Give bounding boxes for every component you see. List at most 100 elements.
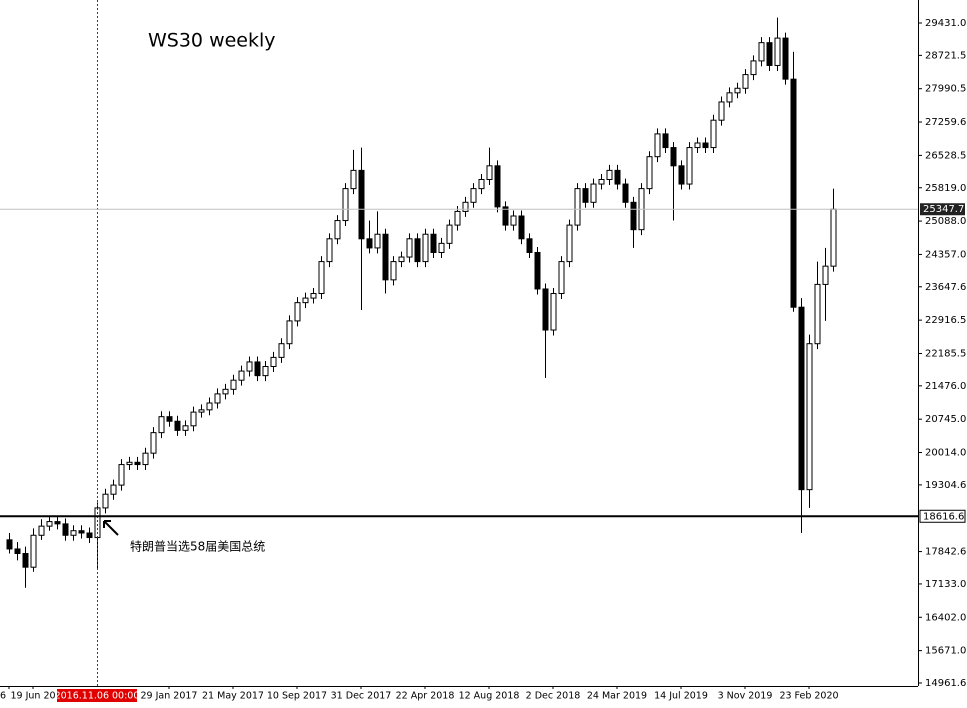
candle-body (478, 178, 485, 190)
candle-body (126, 461, 133, 466)
candle-body (278, 343, 285, 358)
candle-body (662, 133, 669, 149)
candle-body (22, 553, 29, 568)
x-tick-label: 14 Jul 2019 (654, 691, 708, 702)
candle-body (830, 208, 837, 267)
candle-body (342, 188, 349, 222)
candle-body (822, 265, 829, 285)
candle-body (534, 251, 541, 290)
y-tick-label: 19304.6 (925, 480, 966, 491)
candle-body (374, 233, 381, 249)
candle-body (438, 242, 445, 253)
candle-body (262, 366, 269, 377)
candle-body (654, 133, 661, 158)
candle-body (710, 119, 717, 149)
candle-body (582, 188, 589, 203)
x-tick-label: 2 Dec 2018 (526, 691, 581, 702)
y-tick-label: 14961.6 (925, 678, 966, 689)
candle-body (422, 233, 429, 263)
candle-body (678, 165, 685, 185)
candle-body (62, 523, 69, 536)
candle-body (790, 78, 797, 308)
candle-body (302, 297, 309, 304)
y-tick-label: 20745.0 (925, 414, 966, 425)
candle-body (518, 215, 525, 240)
candle-body (806, 343, 813, 491)
candle-body (286, 320, 293, 345)
candle-body (750, 60, 757, 76)
y-tick-label: 27259.6 (925, 117, 966, 128)
y-tick-label: 15671.0 (925, 646, 966, 657)
candle-body (150, 432, 157, 454)
y-tick-label: 20014.0 (925, 448, 966, 459)
x-tick-label: 21 May 2017 (202, 691, 264, 702)
y-tick-label: 16402.0 (925, 612, 966, 623)
candle-body (214, 393, 221, 404)
current-price-box (920, 203, 965, 216)
x-tick-label: 23 Feb 2020 (779, 691, 838, 702)
candle-body (390, 261, 397, 281)
y-tick-label: 17842.6 (925, 547, 966, 558)
candle-body (334, 220, 341, 240)
candle-body (294, 302, 301, 322)
candle-body (590, 183, 597, 203)
candle-body (566, 224, 573, 263)
candle-body (238, 370, 245, 381)
x-tick-label: 24 Mar 2019 (587, 691, 647, 702)
y-tick-label: 25819.0 (925, 183, 966, 194)
candle-body (686, 147, 693, 185)
level-label: 18616.6 (923, 511, 964, 522)
candle-body (174, 420, 181, 431)
y-tick-label: 26528.5 (925, 150, 966, 161)
candle-body (526, 238, 533, 253)
candle-body (398, 256, 405, 263)
candle-body (414, 238, 421, 263)
x-tick-label: 2016.11.06 00:00 (55, 691, 140, 702)
annotation: 特朗普当选58届美国总统 (130, 539, 265, 554)
crosshair-label-box (57, 689, 137, 702)
x-tick-label: 22 Apr 2018 (396, 691, 455, 702)
candle-body (814, 283, 821, 345)
candle-body (54, 521, 61, 525)
candle-body (606, 169, 613, 180)
candle-body (118, 464, 125, 486)
current-price-label: 25347.7 (923, 204, 964, 215)
candle-body (630, 201, 637, 231)
y-tick-label: 23647.6 (925, 282, 966, 293)
candle-body (222, 388, 229, 395)
candle-body (782, 37, 789, 80)
candle-body (182, 425, 189, 431)
candle-body (142, 452, 149, 466)
y-tick-label: 17133.0 (925, 579, 966, 590)
candle-body (694, 142, 701, 149)
candle-body (206, 402, 213, 411)
candle-body (766, 42, 773, 66)
candle-body (102, 493, 109, 509)
candle-body (742, 74, 749, 89)
candle-body (502, 206, 509, 226)
candle-body (558, 261, 565, 295)
y-tick-label: 28721.5 (925, 50, 966, 61)
y-tick-label: 21476.0 (925, 381, 966, 392)
y-tick-label: 25088.0 (925, 216, 966, 227)
candle-body (430, 233, 437, 253)
candle-body (470, 188, 477, 203)
candle-body (46, 521, 53, 527)
candle-body (70, 530, 77, 536)
candle-body (158, 416, 165, 434)
x-tick-label: 29 Jan 2017 (141, 691, 198, 702)
candle-body (454, 210, 461, 226)
candle-body (14, 548, 21, 555)
candle-body (254, 361, 261, 377)
candle-body (30, 534, 37, 568)
candle-body (702, 142, 709, 149)
candle-body (598, 178, 605, 185)
candle-body (270, 356, 277, 368)
y-tick-label: 29431.0 (925, 18, 966, 29)
y-tick-label: 24357.0 (925, 249, 966, 260)
x-tick-label: 12 Aug 2018 (459, 691, 520, 702)
candle-body (774, 37, 781, 66)
candle-body (622, 183, 629, 203)
